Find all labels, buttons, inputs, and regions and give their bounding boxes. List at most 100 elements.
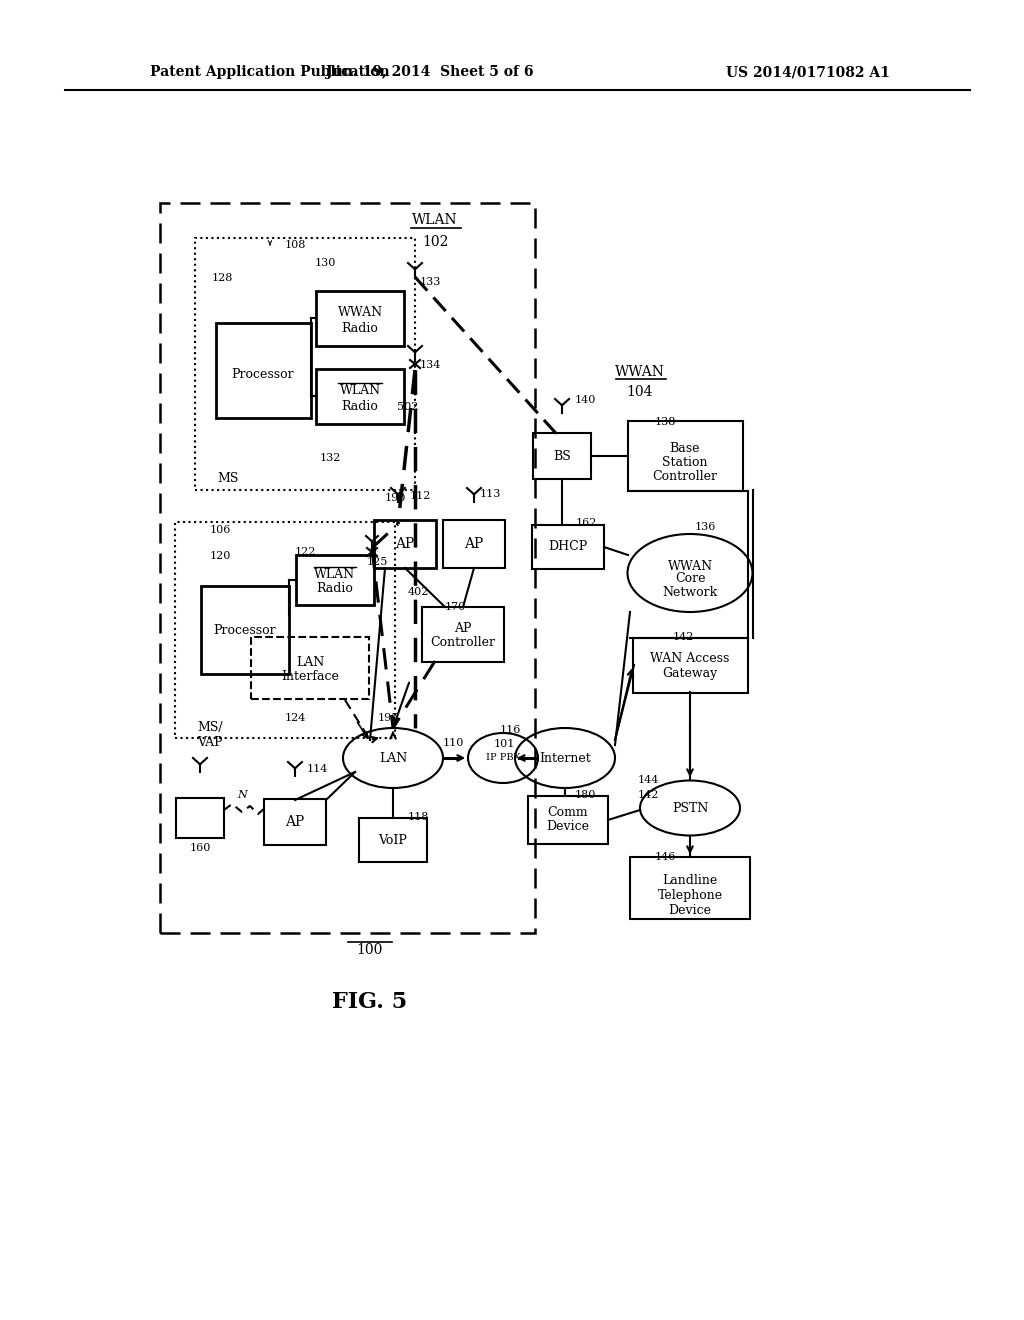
Bar: [374, 520, 436, 568]
Text: WLAN: WLAN: [413, 213, 458, 227]
Text: 132: 132: [319, 453, 341, 463]
Text: 113: 113: [480, 488, 502, 499]
Text: 133: 133: [420, 277, 441, 286]
Text: IP PBX: IP PBX: [485, 754, 520, 763]
Bar: [201, 586, 289, 675]
Text: 124: 124: [285, 713, 306, 723]
Text: 122: 122: [294, 546, 315, 557]
Text: 140: 140: [575, 395, 596, 405]
Bar: [630, 857, 750, 919]
Text: 104: 104: [627, 385, 653, 399]
Text: 120: 120: [210, 550, 231, 561]
Text: 146: 146: [655, 851, 677, 862]
Text: 502: 502: [397, 403, 419, 412]
Text: 144: 144: [638, 775, 659, 785]
Bar: [195, 238, 415, 490]
Text: 138: 138: [655, 417, 677, 426]
Text: AP: AP: [464, 537, 483, 550]
Text: PSTN: PSTN: [672, 801, 709, 814]
Text: Processor: Processor: [214, 623, 276, 636]
Text: 170: 170: [445, 602, 466, 612]
Text: 100: 100: [356, 942, 383, 957]
Text: 128: 128: [212, 273, 233, 282]
Text: AP: AP: [455, 622, 472, 635]
Text: BS: BS: [553, 450, 570, 462]
Text: FIG. 5: FIG. 5: [333, 991, 408, 1012]
Text: VAP: VAP: [198, 735, 223, 748]
Text: 118: 118: [408, 812, 429, 822]
Text: 108: 108: [285, 240, 306, 249]
Text: Interface: Interface: [281, 671, 339, 684]
Bar: [528, 796, 608, 843]
Text: Device: Device: [669, 903, 712, 916]
Bar: [628, 421, 742, 491]
Text: 190: 190: [385, 492, 407, 503]
Text: Radio: Radio: [316, 582, 353, 595]
Text: 114: 114: [307, 764, 329, 774]
Text: WAN Access: WAN Access: [650, 652, 730, 664]
Text: Internet: Internet: [539, 751, 591, 764]
Text: US 2014/0171082 A1: US 2014/0171082 A1: [726, 65, 890, 79]
Text: Base: Base: [670, 442, 700, 455]
Text: Network: Network: [663, 586, 718, 598]
Bar: [296, 554, 374, 605]
Bar: [633, 638, 748, 693]
Text: WLAN: WLAN: [339, 384, 381, 396]
Bar: [176, 799, 224, 838]
Text: 136: 136: [695, 521, 717, 532]
Text: LAN: LAN: [296, 656, 325, 668]
Text: Comm: Comm: [548, 807, 589, 820]
Text: Landline: Landline: [663, 874, 718, 887]
Bar: [422, 606, 504, 661]
Text: LAN: LAN: [379, 751, 408, 764]
Text: 195: 195: [378, 713, 399, 723]
Text: 116: 116: [500, 725, 521, 735]
Text: Controller: Controller: [430, 636, 496, 649]
Text: 110: 110: [443, 738, 464, 748]
Text: 125: 125: [367, 557, 388, 568]
Text: 112: 112: [410, 491, 431, 502]
Text: AP: AP: [395, 537, 415, 550]
Text: 142: 142: [638, 789, 659, 800]
Text: MS: MS: [217, 471, 239, 484]
Text: WWAN: WWAN: [338, 305, 383, 318]
Text: Station: Station: [663, 457, 708, 470]
Bar: [534, 433, 591, 479]
Bar: [316, 290, 404, 346]
Text: Core: Core: [675, 573, 706, 586]
Text: 180: 180: [575, 789, 596, 800]
Bar: [160, 203, 535, 933]
Text: Radio: Radio: [342, 400, 379, 412]
Text: 106: 106: [210, 525, 231, 535]
Text: AP: AP: [286, 814, 304, 829]
Text: WWAN: WWAN: [615, 366, 665, 379]
Text: WLAN: WLAN: [314, 568, 355, 581]
Text: 101: 101: [494, 739, 515, 748]
Text: Gateway: Gateway: [663, 667, 718, 680]
Bar: [359, 818, 427, 862]
Text: Controller: Controller: [652, 470, 718, 483]
Bar: [532, 525, 604, 569]
Text: 162: 162: [575, 517, 597, 528]
Text: Telephone: Telephone: [657, 888, 723, 902]
Text: 402: 402: [408, 587, 429, 597]
Bar: [175, 521, 395, 738]
Bar: [264, 799, 326, 845]
Text: N: N: [238, 789, 247, 800]
Text: Patent Application Publication: Patent Application Publication: [150, 65, 389, 79]
Text: 134: 134: [420, 360, 441, 370]
Text: 130: 130: [314, 257, 336, 268]
Text: DHCP: DHCP: [549, 540, 588, 553]
Bar: [316, 368, 404, 424]
Text: Device: Device: [547, 821, 590, 833]
Text: VoIP: VoIP: [379, 833, 408, 846]
Text: Jun. 19, 2014  Sheet 5 of 6: Jun. 19, 2014 Sheet 5 of 6: [327, 65, 534, 79]
Bar: [251, 638, 369, 700]
Text: WWAN: WWAN: [668, 560, 713, 573]
Text: 160: 160: [190, 843, 211, 853]
Text: 142: 142: [673, 632, 694, 642]
Bar: [215, 322, 310, 417]
Text: MS/: MS/: [198, 721, 223, 734]
Bar: [443, 520, 505, 568]
Text: Radio: Radio: [342, 322, 379, 334]
